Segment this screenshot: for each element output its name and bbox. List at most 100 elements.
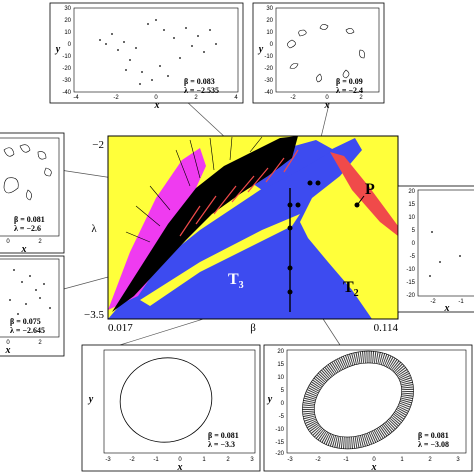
plot-area (103, 349, 256, 454)
lambda-label: λ = −2.535 (184, 86, 219, 95)
x-tick-labels: 0 2 (6, 239, 42, 245)
y-axis-label: y (258, 44, 264, 55)
region-blue (108, 138, 372, 319)
y-tick-label: -30 (62, 78, 71, 84)
petal (19, 144, 31, 153)
scatter-point (155, 19, 157, 21)
scatter-point (215, 43, 217, 45)
region-red-p (330, 152, 398, 236)
y-tick-label: 10 (408, 215, 415, 221)
x-tick-labels: 0 2 (6, 340, 42, 346)
plot-area (0, 258, 60, 338)
scatter-point (125, 69, 127, 71)
scatter-point (431, 231, 433, 233)
scatter-point (203, 51, 205, 53)
scatter-point (429, 275, 431, 277)
plot-area (73, 7, 239, 93)
scatter-point (209, 29, 211, 31)
plot-area (0, 137, 60, 237)
attractor-petals (3, 144, 52, 201)
scatter-point (191, 45, 193, 47)
x-tick-label: -3 (105, 457, 111, 463)
inset-frame (0, 255, 65, 357)
x-axis-label: x (444, 303, 450, 314)
plot-area (275, 7, 380, 93)
x-tick-label: 0 (6, 340, 10, 346)
y-tick-label: 10 (277, 375, 284, 381)
y-tick-labels: 30 20 10 0 -10 -20 -30 -40 (62, 6, 71, 96)
y-tick-label: -10 (275, 427, 284, 433)
y-tick-label: -30 (264, 78, 273, 84)
lambda-label: λ = −2.6 (14, 224, 41, 233)
y-bottom-label: −3.5 (84, 309, 104, 321)
y-tick-label: 20 (266, 18, 273, 24)
region-black (112, 136, 298, 312)
x-tick-label: -2 (315, 457, 321, 463)
x-tick-label: 3 (456, 457, 460, 463)
x-axis-label: x (5, 345, 11, 356)
scatter-point (139, 83, 141, 85)
petal (37, 151, 47, 160)
petal (3, 147, 15, 157)
scatter-point (29, 275, 31, 277)
y-axis-label: λ (91, 223, 97, 235)
island (359, 49, 365, 59)
inset-frame (0, 132, 65, 254)
y-tick-label: 0 (68, 42, 72, 48)
x-tick-label: 2 (359, 95, 363, 101)
y-tick-label: 0 (412, 241, 416, 247)
x-tick-label: 2 (38, 239, 42, 245)
lambda-label: λ = −3.3 (208, 440, 235, 449)
markers (287, 180, 360, 295)
y-tick-label: -10 (264, 54, 273, 60)
scatter-point (13, 269, 15, 271)
region-label-t2-letter: T (343, 279, 354, 296)
inset-frame (263, 344, 473, 472)
region-label-t3-letter: T (228, 271, 239, 288)
region-red-fringe (179, 149, 299, 237)
scatter-point (129, 59, 131, 61)
x-tick-label: 2 (194, 95, 198, 101)
lambda-label: λ = −2.4 (336, 86, 363, 95)
x-axis-label: x (371, 462, 377, 473)
island (316, 73, 322, 83)
beta-label: β = 0.09 (336, 77, 363, 86)
x-tick-label: -4 (73, 95, 79, 101)
x-axis-label: x (154, 100, 160, 111)
x-tick-label: 0 (178, 457, 182, 463)
region-label-p: P (365, 181, 375, 198)
region-label-t3: T3 (228, 271, 244, 291)
y-tick-label: 20 (64, 18, 71, 24)
region-label-t3-sub: 3 (239, 280, 244, 291)
scatter-point (459, 255, 461, 257)
y-tick-label: 30 (266, 6, 273, 12)
x-left-label: 0.017 (108, 322, 133, 334)
scatter-point (99, 39, 101, 41)
x-tick-label: -1 (153, 457, 159, 463)
scatter-point (43, 283, 45, 285)
y-tick-label: 10 (266, 30, 273, 36)
region-label-t2: T2 (343, 279, 359, 299)
y-tick-label: -10 (406, 267, 415, 273)
lambda-label: λ = −2.645 (10, 326, 45, 335)
inset-frame (49, 2, 244, 104)
petal (3, 177, 19, 194)
island (298, 29, 307, 37)
x-tick-label: -1 (458, 299, 464, 305)
y-tick-label: 15 (277, 362, 284, 368)
y-tick-label: 20 (408, 189, 415, 195)
y-tick-label: -10 (62, 54, 71, 60)
x-axis-label: x (177, 462, 183, 473)
marker-dot (287, 289, 293, 295)
region-yellow-stripe (140, 214, 300, 306)
scatter-point (173, 37, 175, 39)
attractor-islands (287, 24, 365, 83)
x-tick-label: 2 (226, 457, 230, 463)
island (289, 63, 299, 69)
y-tick-label: 5 (412, 228, 416, 234)
marker-dot (307, 180, 313, 186)
petal (44, 167, 52, 177)
y-tick-label: 15 (408, 202, 415, 208)
y-tick-label: -20 (406, 293, 415, 299)
